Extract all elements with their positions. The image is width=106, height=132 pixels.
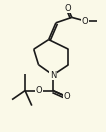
Text: O: O	[65, 4, 71, 13]
Text: O: O	[82, 16, 89, 25]
Text: O: O	[36, 86, 42, 95]
Text: O: O	[65, 4, 71, 13]
Text: N: N	[50, 70, 56, 79]
Text: O: O	[63, 92, 70, 101]
Text: O: O	[82, 16, 89, 25]
Text: O: O	[63, 92, 70, 101]
Text: O: O	[36, 86, 42, 95]
Text: N: N	[50, 70, 56, 79]
